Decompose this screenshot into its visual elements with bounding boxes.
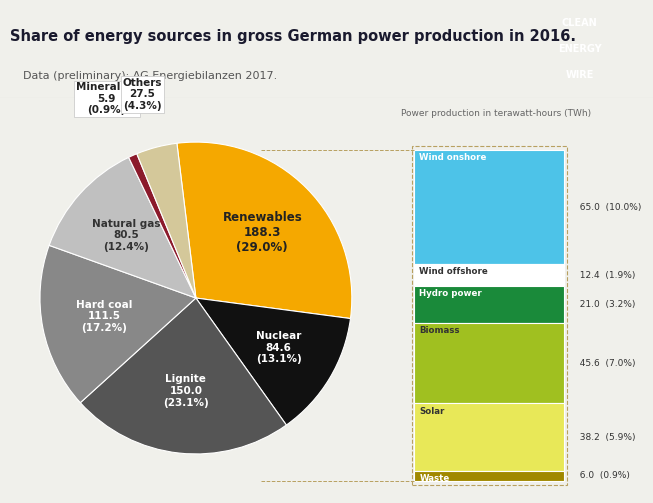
Text: 6.0  (0.9%): 6.0 (0.9%) xyxy=(574,471,630,480)
Text: 21.0  (3.2%): 21.0 (3.2%) xyxy=(574,300,635,309)
Text: Renewables
188.3
(29.0%): Renewables 188.3 (29.0%) xyxy=(223,211,302,254)
Text: Power production in terawatt-hours (TWh): Power production in terawatt-hours (TWh) xyxy=(402,109,592,118)
Wedge shape xyxy=(129,154,196,298)
Text: Natural gas
80.5
(12.4%): Natural gas 80.5 (12.4%) xyxy=(92,219,161,252)
Bar xyxy=(414,471,564,481)
Wedge shape xyxy=(40,245,196,403)
Bar xyxy=(414,150,564,265)
Bar xyxy=(414,286,564,323)
Text: Mineral oil
5.9
(0.9%): Mineral oil 5.9 (0.9%) xyxy=(76,82,138,115)
Text: Wind offshore: Wind offshore xyxy=(419,268,488,277)
Wedge shape xyxy=(49,157,196,298)
Bar xyxy=(414,265,564,286)
Bar xyxy=(414,323,564,403)
Text: Hard coal
111.5
(17.2%): Hard coal 111.5 (17.2%) xyxy=(76,300,133,333)
Text: Data (preliminary): AG Energiebilanzen 2017.: Data (preliminary): AG Energiebilanzen 2… xyxy=(23,70,277,80)
Text: Others
27.5
(4.3%): Others 27.5 (4.3%) xyxy=(123,78,162,111)
Text: 45.6  (7.0%): 45.6 (7.0%) xyxy=(574,359,636,368)
Text: 12.4  (1.9%): 12.4 (1.9%) xyxy=(574,271,635,280)
Wedge shape xyxy=(177,142,352,318)
Text: 38.2  (5.9%): 38.2 (5.9%) xyxy=(574,433,636,442)
Bar xyxy=(414,403,564,471)
Text: ENERGY: ENERGY xyxy=(558,44,601,54)
Text: Share of energy sources in gross German power production in 2016.: Share of energy sources in gross German … xyxy=(10,30,576,44)
Text: Wind onshore: Wind onshore xyxy=(419,153,487,162)
Wedge shape xyxy=(196,298,351,425)
Text: Nuclear
84.6
(13.1%): Nuclear 84.6 (13.1%) xyxy=(256,331,302,364)
Text: Hydro power: Hydro power xyxy=(419,289,482,298)
Bar xyxy=(412,146,567,485)
Text: Lignite
150.0
(23.1%): Lignite 150.0 (23.1%) xyxy=(163,374,209,407)
Text: Waste: Waste xyxy=(419,474,450,483)
Wedge shape xyxy=(137,143,196,298)
Text: Biomass: Biomass xyxy=(419,326,460,336)
Text: WIRE: WIRE xyxy=(565,70,594,80)
Text: CLEAN: CLEAN xyxy=(562,18,597,28)
Text: Solar: Solar xyxy=(419,406,445,415)
Wedge shape xyxy=(80,298,287,454)
Text: 65.0  (10.0%): 65.0 (10.0%) xyxy=(574,203,642,212)
